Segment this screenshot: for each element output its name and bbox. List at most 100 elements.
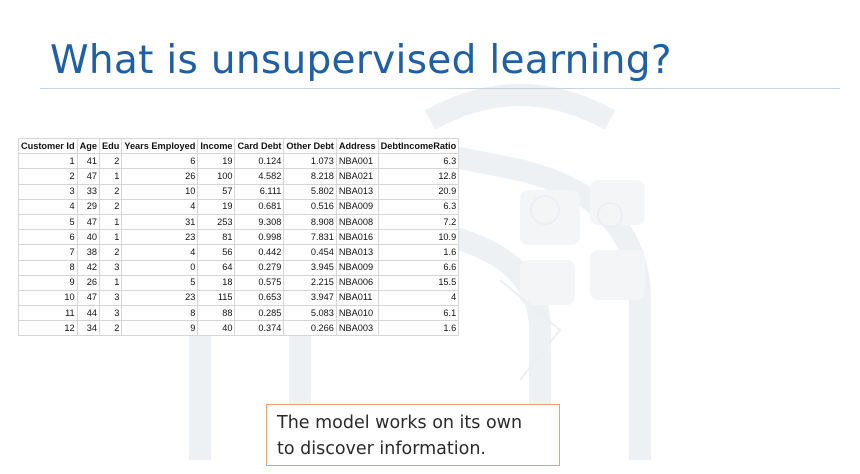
table-cell: 10 xyxy=(121,183,199,200)
table-cell: 5.802 xyxy=(283,183,337,200)
table-cell: NBA013 xyxy=(335,183,379,200)
table-cell: NBA021 xyxy=(335,168,379,185)
table-cell: 4.582 xyxy=(234,168,285,185)
table-cell: 6.3 xyxy=(377,153,460,170)
column-header-debt-income-ratio: DebtIncomeRatio xyxy=(377,137,460,155)
table-cell: 31 xyxy=(121,213,199,231)
table-cell: 1.073 xyxy=(283,153,337,170)
table-cell: NBA011 xyxy=(335,289,379,307)
table-cell: 1 xyxy=(98,168,123,185)
table-cell: 6.111 xyxy=(234,183,285,200)
table-cell: 6.1 xyxy=(377,305,460,322)
table-header-row: Customer Id Age Edu Years Employed Incom… xyxy=(18,137,460,155)
table-cell: 40 xyxy=(76,229,100,246)
table-cell: 3 xyxy=(18,183,78,200)
table-cell: 3 xyxy=(98,259,123,276)
table-cell: 11 xyxy=(18,305,78,322)
table-cell: 3.947 xyxy=(283,289,337,307)
table-row: 8 42 3 0 64 0.279 3.945 NBA009 6.6 xyxy=(18,259,460,276)
table-cell: 115 xyxy=(197,289,236,307)
table-row: 5 47 1 31 253 9.308 8.908 NBA008 7.2 xyxy=(18,213,460,231)
table-cell: 8 xyxy=(18,259,78,276)
table-cell: 56 xyxy=(197,244,236,261)
table-cell: 23 xyxy=(121,289,199,307)
table-row: 11 44 3 8 88 0.285 5.083 NBA010 6.1 xyxy=(18,305,460,322)
table-cell: 3.945 xyxy=(283,259,337,276)
table-cell: 19 xyxy=(197,153,236,170)
table-cell: 0.681 xyxy=(234,198,285,215)
table-cell: 34 xyxy=(76,320,100,337)
table-cell: 12.8 xyxy=(377,168,460,185)
table-row: 1 41 2 6 19 0.124 1.073 NBA001 6.3 xyxy=(18,153,460,170)
table-cell: NBA009 xyxy=(335,198,379,215)
table-cell: 47 xyxy=(76,213,100,231)
table-cell: 1.6 xyxy=(377,244,460,261)
note-line-1: The model works on its own xyxy=(277,413,523,433)
table-cell: 29 xyxy=(76,198,100,215)
table-cell: 12 xyxy=(18,320,78,337)
table-cell: 1 xyxy=(98,213,123,231)
table-cell: 26 xyxy=(121,168,199,185)
table-row: 3 33 2 10 57 6.111 5.802 NBA013 20.9 xyxy=(18,183,460,200)
table-cell: 0.374 xyxy=(234,320,285,337)
table-cell: 0.266 xyxy=(283,320,337,337)
table-cell: 1.6 xyxy=(377,320,460,337)
table-cell: 41 xyxy=(76,153,100,170)
table-cell: 1 xyxy=(18,153,78,170)
table-cell: NBA016 xyxy=(335,229,379,246)
table-cell: 1 xyxy=(98,229,123,246)
table-cell: 42 xyxy=(76,259,100,276)
table-cell: 9 xyxy=(121,320,199,337)
table-cell: NBA003 xyxy=(335,320,379,337)
table-cell: 0.516 xyxy=(283,198,337,215)
table-cell: 81 xyxy=(197,229,236,246)
table-cell: NBA001 xyxy=(335,153,379,170)
table-cell: 44 xyxy=(76,305,100,322)
table-cell: 0.998 xyxy=(234,229,285,246)
table-cell: 10.9 xyxy=(377,229,460,246)
table-cell: 6.6 xyxy=(377,259,460,276)
table-body: 1 41 2 6 19 0.124 1.073 NBA001 6.3 2 47 1 26 100 4.582… xyxy=(18,153,460,337)
note-line-2: to discover information. xyxy=(277,439,486,459)
table-row: 2 47 1 26 100 4.582 8.218 NBA021 12.8 xyxy=(18,168,460,185)
table-cell: 0.442 xyxy=(234,244,285,261)
table-cell: 2 xyxy=(98,198,123,215)
table-cell: 8.218 xyxy=(283,168,337,185)
table-cell: 0.124 xyxy=(234,153,285,170)
note-callout: The model works on its own to discover i… xyxy=(266,404,560,466)
table-cell: 47 xyxy=(76,168,100,185)
table-cell: 0 xyxy=(121,259,199,276)
table-cell: 2 xyxy=(98,320,123,337)
table-cell: 4 xyxy=(121,198,199,215)
table-cell: 8.908 xyxy=(283,213,337,231)
table-cell: 6 xyxy=(18,229,78,246)
column-header-card-debt: Card Debt xyxy=(234,137,285,155)
table-cell: 88 xyxy=(197,305,236,322)
table-cell: 0.653 xyxy=(234,289,285,307)
table-row: 7 38 2 4 56 0.442 0.454 NBA013 1.6 xyxy=(18,244,460,261)
table-cell: 7.2 xyxy=(377,213,460,231)
table-cell: 40 xyxy=(197,320,236,337)
table-cell: 57 xyxy=(197,183,236,200)
table-cell: 15.5 xyxy=(377,274,460,291)
column-header-edu: Edu xyxy=(98,137,123,155)
table-cell: NBA010 xyxy=(335,305,379,322)
table-cell: 33 xyxy=(76,183,100,200)
table-row: 4 29 2 4 19 0.681 0.516 NBA009 6.3 xyxy=(18,198,460,215)
table-cell: 2 xyxy=(98,153,123,170)
table-cell: 23 xyxy=(121,229,199,246)
column-header-other-debt: Other Debt xyxy=(283,137,337,155)
table-cell: 3 xyxy=(98,305,123,322)
table-cell: 26 xyxy=(76,274,100,291)
slide-title: What is unsupervised learning? xyxy=(50,38,672,83)
table-cell: 2 xyxy=(98,183,123,200)
table-cell: 47 xyxy=(76,289,100,307)
table-cell: 38 xyxy=(76,244,100,261)
table-cell: NBA006 xyxy=(335,274,379,291)
table-cell: NBA008 xyxy=(335,213,379,231)
column-header-years-employed: Years Employed xyxy=(121,137,199,155)
table-cell: 9 xyxy=(18,274,78,291)
table-cell: 7.831 xyxy=(283,229,337,246)
column-header-address: Address xyxy=(335,137,379,155)
column-header-customer-id: Customer Id xyxy=(18,137,78,155)
